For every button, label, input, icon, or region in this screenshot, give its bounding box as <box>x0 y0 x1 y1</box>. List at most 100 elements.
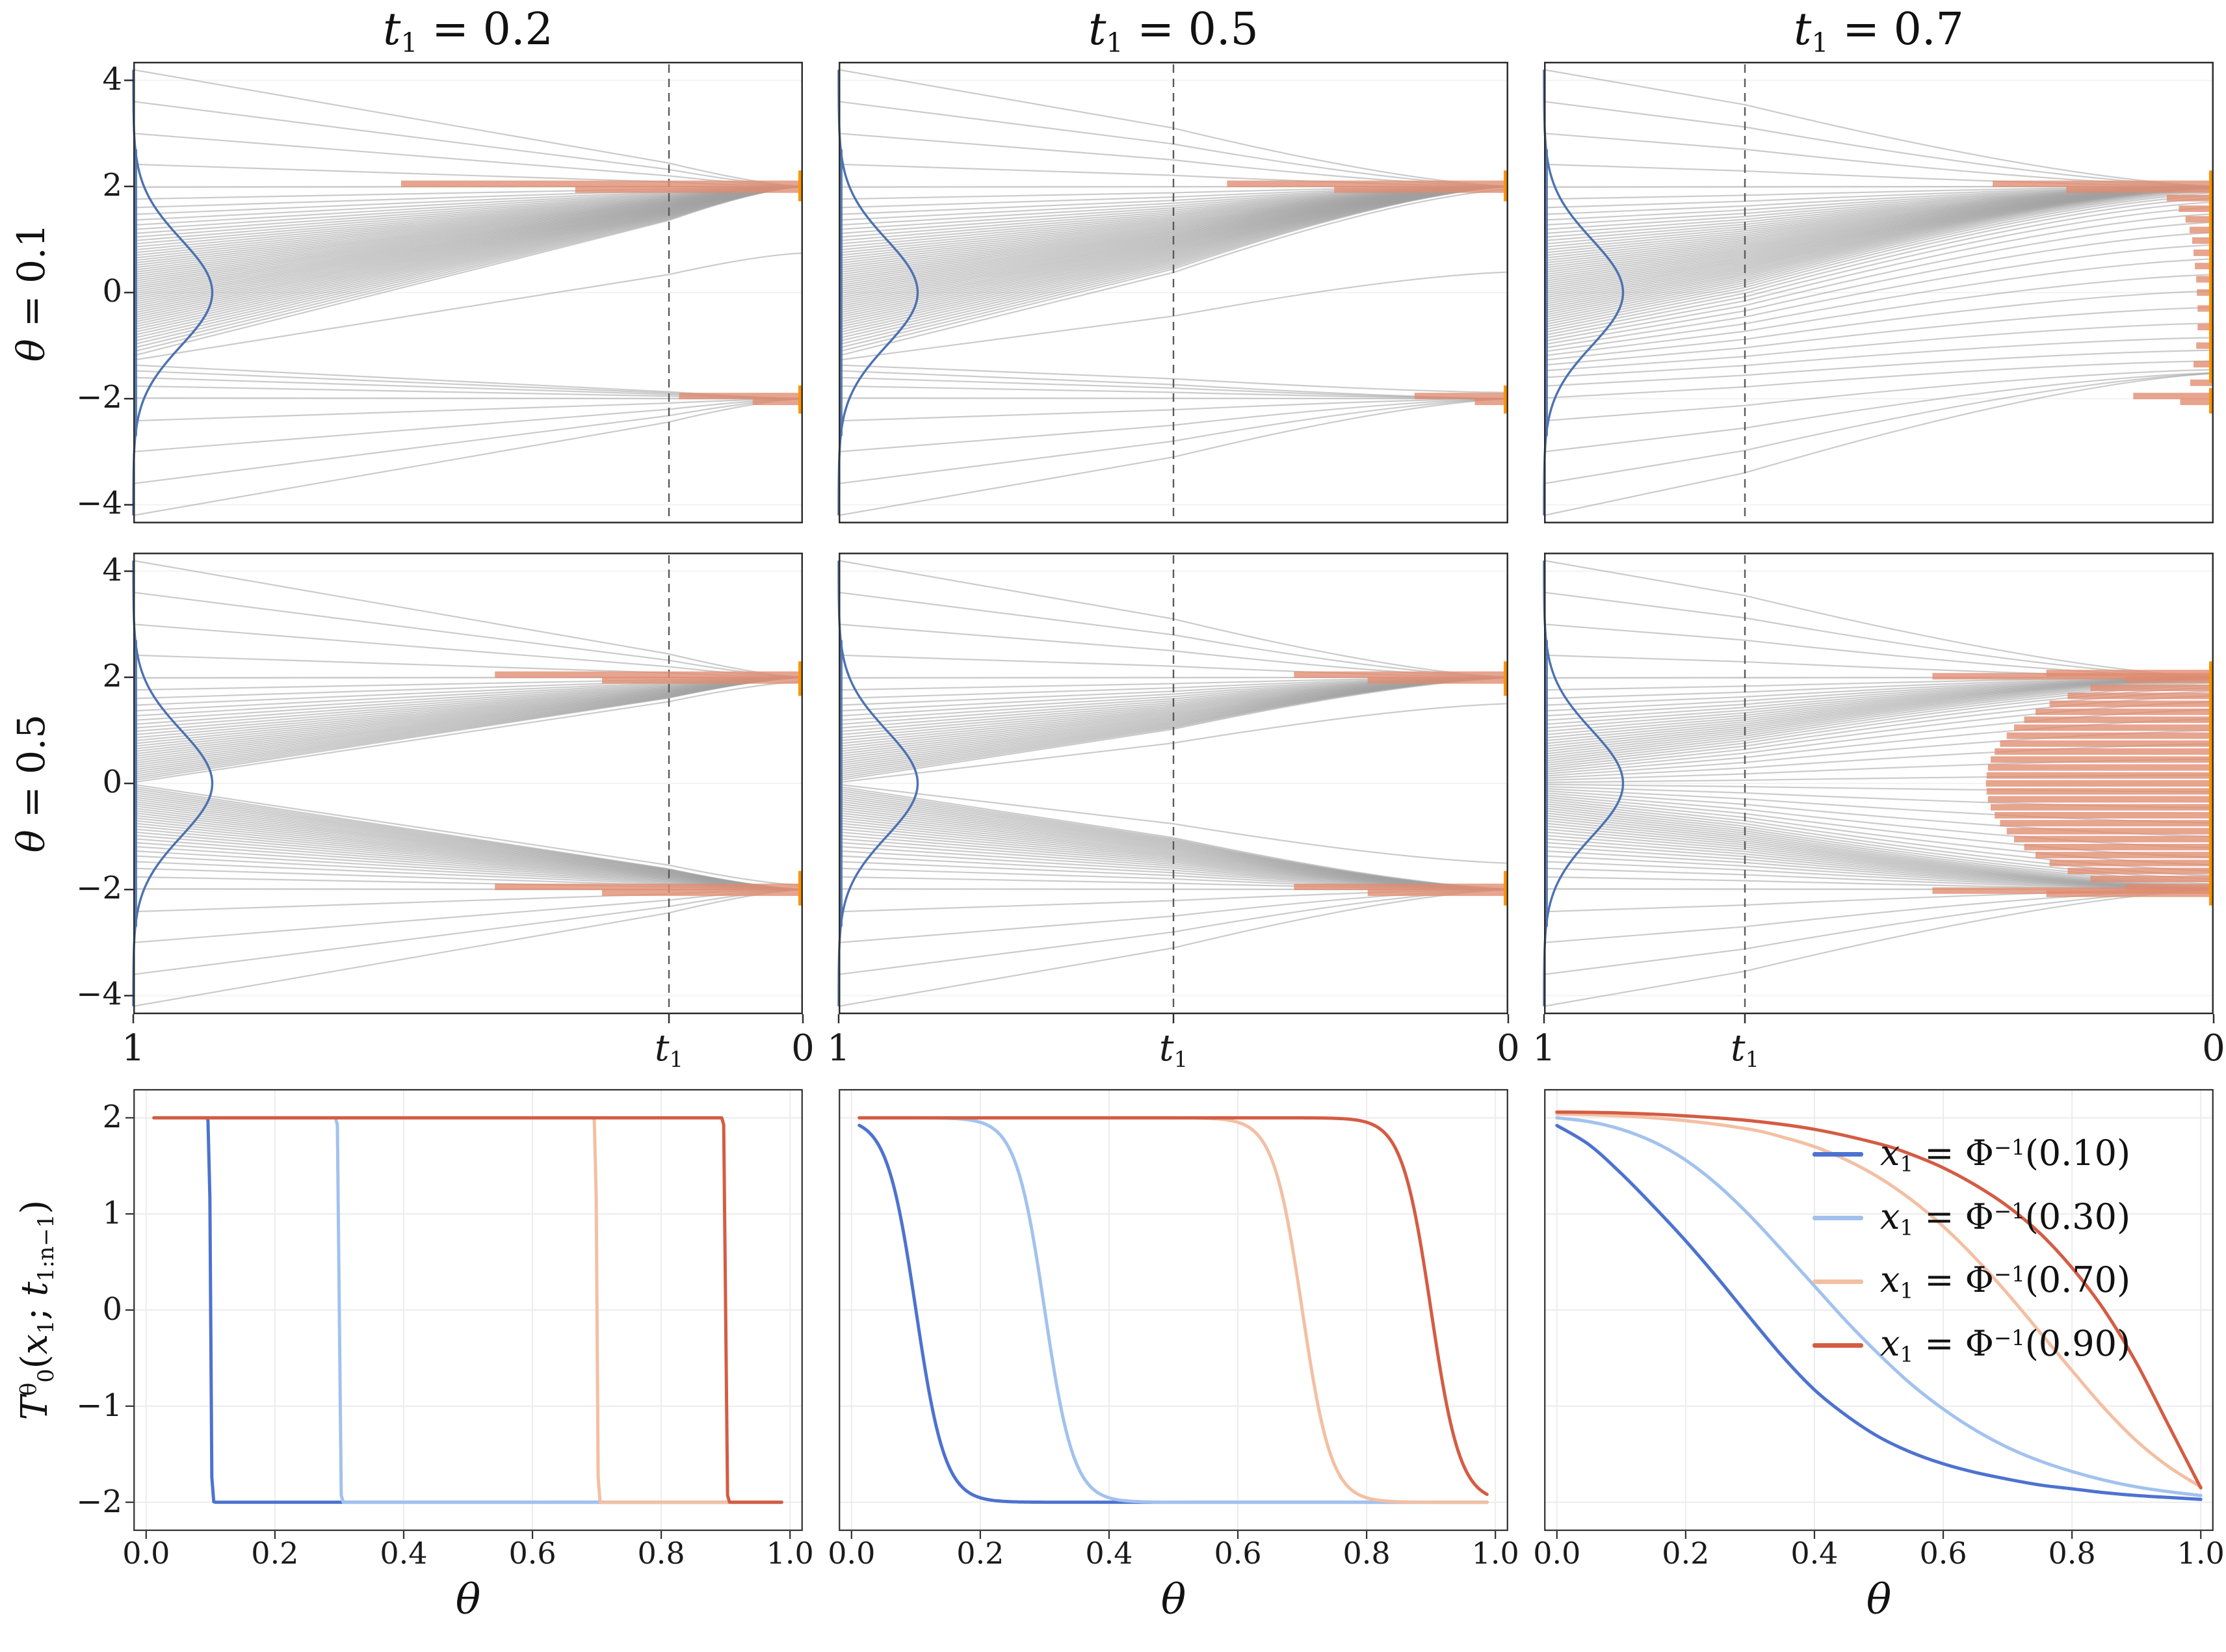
x-tick-label: 0.6 <box>508 1536 556 1571</box>
x-tick-marks <box>837 1014 1510 1023</box>
title-var: t <box>383 4 401 55</box>
x-tick-label-t1: t1 <box>1159 1029 1188 1072</box>
ylabel-sup: θ <box>16 1382 41 1396</box>
t1-sub: 1 <box>1745 1047 1759 1073</box>
target-histogram <box>1294 671 1508 897</box>
y-tick-label: 1 <box>102 1195 122 1232</box>
legend-label: x1 = Φ−1(0.70) <box>1880 1259 2131 1304</box>
x-tick-label: 0.2 <box>1662 1536 1710 1571</box>
t1-sub: 1 <box>669 1047 683 1073</box>
grid-lines <box>133 1089 803 1531</box>
ylabel-tsub: 1:n−1 <box>33 1214 59 1282</box>
row-label-var: θ <box>9 339 53 362</box>
ylabel-t: t <box>13 1281 56 1296</box>
title-sub: 1 <box>1811 27 1829 59</box>
title-rest: = 0.2 <box>417 4 553 55</box>
x-tick-marks <box>132 1014 804 1023</box>
target-histogram <box>1227 180 1508 406</box>
y-tick-label: −2 <box>76 379 122 416</box>
x-tick-marks <box>1556 1531 2202 1539</box>
y-tick-label: 4 <box>102 551 122 588</box>
y-tick-label: 0 <box>102 1291 122 1328</box>
row-label-var: θ <box>9 830 53 853</box>
legend-line-swatch <box>1813 1279 1863 1284</box>
x-tick-marks <box>850 1531 1497 1539</box>
trajectory-panel-theta0.5-t1-0.7 <box>1543 553 2215 1023</box>
x-tick-label-1: 1 <box>827 1027 850 1069</box>
y-tick-label: 2 <box>102 166 122 203</box>
y-tick-label: 2 <box>102 657 122 694</box>
title-rest: = 0.7 <box>1828 4 1964 55</box>
row-label-rest: = 0.1 <box>9 223 53 339</box>
ylabel-xsub: 1 <box>33 1320 59 1334</box>
legend-label: x1 = Φ−1(0.90) <box>1880 1323 2131 1367</box>
ylabel-open: ( <box>13 1354 56 1369</box>
ylabel-sub: 0 <box>33 1369 59 1383</box>
y-tick-label: −2 <box>76 870 122 907</box>
x-tick-label-1: 1 <box>122 1027 145 1069</box>
ylabel-close: ) <box>13 1200 56 1214</box>
y-tick-label: 0 <box>102 764 122 800</box>
x-tick-label: 0.6 <box>1214 1536 1262 1571</box>
title-var: t <box>1088 4 1106 55</box>
x-tick-label: 0.2 <box>956 1536 1004 1571</box>
title-rest: = 0.5 <box>1123 4 1259 55</box>
trajectory-panel-theta0.5-t1-0.5 <box>837 553 1510 1023</box>
y-tick-label: −4 <box>76 976 122 1013</box>
map-curve-q-0.9 <box>152 1116 783 1504</box>
y-tick-label: 4 <box>102 60 122 98</box>
x-tick-marks <box>1543 1014 2215 1023</box>
y-tick-label: −1 <box>76 1387 122 1424</box>
panel-spine <box>133 553 803 1014</box>
x-tick-label-1: 1 <box>1532 1027 1556 1069</box>
map-panel-t1-0.2 <box>125 1089 803 1539</box>
x-tick-label: 0.0 <box>1533 1536 1581 1571</box>
legend-line-swatch <box>1813 1216 1863 1221</box>
xlabel-theta-2: θ <box>1161 1576 1186 1624</box>
xlabel-theta-text: θ <box>1160 1576 1186 1624</box>
legend-entry: x1 = Φ−1(0.30) <box>1813 1196 2130 1240</box>
x-tick-label: 0.8 <box>637 1536 685 1571</box>
panel-spine <box>1544 62 2214 523</box>
trajectory-panel-theta0.1-t1-0.2 <box>124 62 804 523</box>
t1-var: t <box>1159 1027 1174 1069</box>
target-histogram <box>401 180 803 406</box>
x-tick-label-0: 0 <box>1497 1027 1520 1069</box>
x-tick-label-0: 0 <box>2202 1027 2225 1069</box>
x-tick-label-t1: t1 <box>1731 1029 1759 1072</box>
t1-var: t <box>1731 1027 1746 1069</box>
panel-spine <box>1544 1089 2214 1531</box>
legend-label: x1 = Φ−1(0.10) <box>1880 1133 2131 1177</box>
x-tick-label: 0.2 <box>251 1536 299 1571</box>
y-tick-label: 2 <box>102 1099 122 1136</box>
legend: x1 = Φ−1(0.10) x1 = Φ−1(0.30) x1 = Φ−1(0.7… <box>1813 1133 2130 1367</box>
map-curve-q-0.7 <box>1555 1112 2203 1489</box>
legend-line-swatch <box>1813 1343 1863 1348</box>
trajectory-panel-theta0.1-t1-0.5 <box>837 62 1509 523</box>
trajectory-panel-theta0.1-t1-0.7 <box>1543 62 2214 523</box>
x-tick-label: 0.0 <box>828 1536 876 1571</box>
col-title-t1-0.2: t1 = 0.2 <box>133 0 803 60</box>
panel-spine <box>1544 553 2214 1014</box>
target-histogram <box>1993 180 2214 406</box>
panel-spine <box>839 1089 1508 1531</box>
x-tick-label: 1.0 <box>1471 1536 1519 1571</box>
target-histogram <box>495 671 803 897</box>
map-curve-q-0.1 <box>858 1123 1489 1504</box>
y-tick-marks <box>124 570 133 997</box>
row-label-rest: = 0.5 <box>9 714 53 830</box>
ylabel-sep: ; <box>13 1296 56 1320</box>
t1-var: t <box>655 1027 670 1069</box>
map-panel-t1-0.7 <box>1544 1089 2214 1539</box>
col-title-t1-0.7: t1 = 0.7 <box>1544 0 2214 60</box>
title-var: t <box>1794 4 1812 55</box>
x-tick-label: 0.4 <box>1085 1536 1133 1571</box>
x-tick-label: 0.8 <box>1342 1536 1391 1571</box>
xlabel-theta-3: θ <box>1866 1576 1892 1624</box>
x-tick-label-0: 0 <box>791 1027 815 1069</box>
map-curve-q-0.1 <box>1555 1123 2203 1501</box>
y-tick-marks <box>124 79 133 506</box>
x-tick-marks <box>145 1531 791 1539</box>
legend-entry: x1 = Φ−1(0.90) <box>1813 1323 2130 1367</box>
